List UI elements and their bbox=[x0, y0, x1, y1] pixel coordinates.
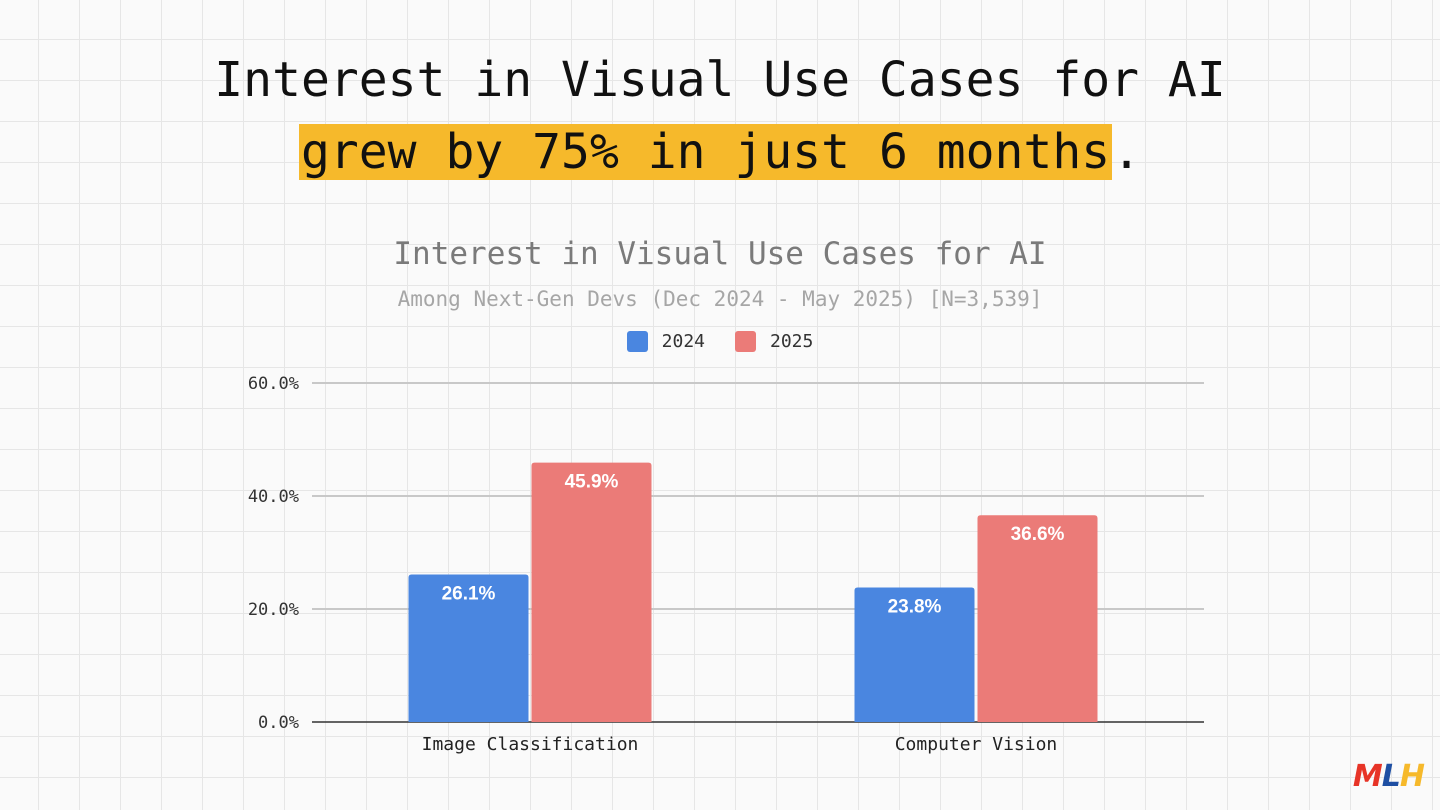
legend-label-2024: 2024 bbox=[661, 331, 705, 352]
x-tick-label: Image Classification bbox=[422, 734, 639, 755]
chart-title: Interest in Visual Use Cases for AI bbox=[393, 236, 1047, 272]
headline: Interest in Visual Use Cases for AI grew… bbox=[0, 44, 1440, 188]
x-tick-label: Computer Vision bbox=[895, 734, 1058, 755]
y-tick-label: 20.0% bbox=[248, 600, 299, 620]
headline-suffix: . bbox=[1112, 124, 1142, 180]
legend-swatch-2025 bbox=[735, 331, 756, 352]
bar-value-label: 36.6% bbox=[1011, 524, 1065, 545]
bar-value-label: 23.8% bbox=[888, 597, 942, 618]
chart-subtitle: Among Next-Gen Devs (Dec 2024 - May 2025… bbox=[397, 287, 1043, 311]
legend-item-2025: 2025 bbox=[735, 331, 813, 352]
bar bbox=[408, 574, 529, 722]
y-tick-label: 40.0% bbox=[248, 487, 299, 507]
headline-line-1: Interest in Visual Use Cases for AI bbox=[214, 52, 1226, 108]
logo-letter-h: H bbox=[1399, 759, 1425, 794]
bar bbox=[977, 515, 1098, 722]
legend-item-2024: 2024 bbox=[626, 331, 705, 352]
headline-highlight: grew by 75% in just 6 months bbox=[298, 124, 1113, 180]
chart-legend: 2024 2025 bbox=[0, 331, 1440, 352]
logo-letter-m: M bbox=[1352, 759, 1383, 794]
bar bbox=[531, 462, 652, 722]
bar-value-label: 26.1% bbox=[442, 584, 496, 605]
logo-letter-l: L bbox=[1381, 759, 1401, 794]
bar-value-label: 45.9% bbox=[565, 472, 619, 493]
bar bbox=[854, 587, 975, 722]
headline-line-2: grew by 75% in just 6 months. bbox=[0, 116, 1440, 188]
y-tick-label: 0.0% bbox=[258, 713, 299, 733]
y-tick-label: 60.0% bbox=[248, 374, 299, 394]
legend-swatch-2024 bbox=[626, 331, 648, 352]
mlh-logo: MLH bbox=[1352, 759, 1425, 794]
legend-label-2025: 2025 bbox=[770, 331, 814, 352]
